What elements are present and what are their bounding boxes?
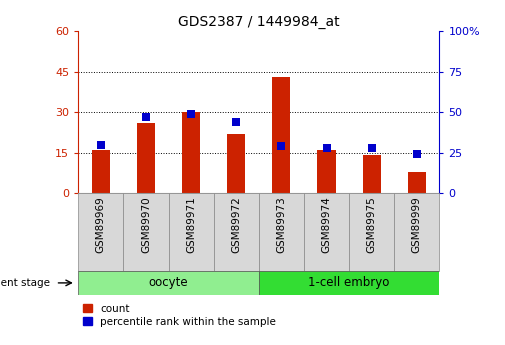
FancyBboxPatch shape [169, 193, 214, 271]
Bar [408, 171, 426, 193]
Point [97, 142, 105, 147]
Text: GSM89974: GSM89974 [322, 196, 331, 253]
Point [187, 111, 195, 117]
FancyBboxPatch shape [349, 193, 394, 271]
Bar [137, 123, 155, 193]
Title: GDS2387 / 1449984_at: GDS2387 / 1449984_at [178, 14, 340, 29]
Bar [92, 150, 110, 193]
Text: GSM89999: GSM89999 [412, 196, 422, 253]
FancyBboxPatch shape [304, 193, 349, 271]
Text: GSM89973: GSM89973 [276, 196, 286, 253]
Point [277, 144, 285, 149]
Text: 1-cell embryo: 1-cell embryo [309, 276, 390, 289]
Bar [318, 150, 335, 193]
Text: GSM89970: GSM89970 [141, 196, 151, 253]
Point [142, 114, 150, 120]
Point [323, 145, 331, 150]
Bar [182, 112, 200, 193]
FancyBboxPatch shape [123, 193, 169, 271]
Point [368, 145, 376, 150]
FancyBboxPatch shape [259, 193, 304, 271]
FancyBboxPatch shape [259, 271, 439, 295]
Bar [363, 155, 381, 193]
Text: development stage: development stage [0, 278, 50, 288]
FancyBboxPatch shape [78, 271, 259, 295]
Text: GSM89975: GSM89975 [367, 196, 377, 253]
Text: oocyte: oocyte [149, 276, 188, 289]
Text: GSM89971: GSM89971 [186, 196, 196, 253]
FancyBboxPatch shape [394, 193, 439, 271]
FancyBboxPatch shape [214, 193, 259, 271]
FancyBboxPatch shape [78, 193, 123, 271]
Bar [227, 134, 245, 193]
Point [413, 151, 421, 157]
Text: GSM89969: GSM89969 [96, 196, 106, 253]
Bar [272, 77, 290, 193]
Legend: count, percentile rank within the sample: count, percentile rank within the sample [83, 304, 276, 327]
Point [232, 119, 240, 125]
Text: GSM89972: GSM89972 [231, 196, 241, 253]
